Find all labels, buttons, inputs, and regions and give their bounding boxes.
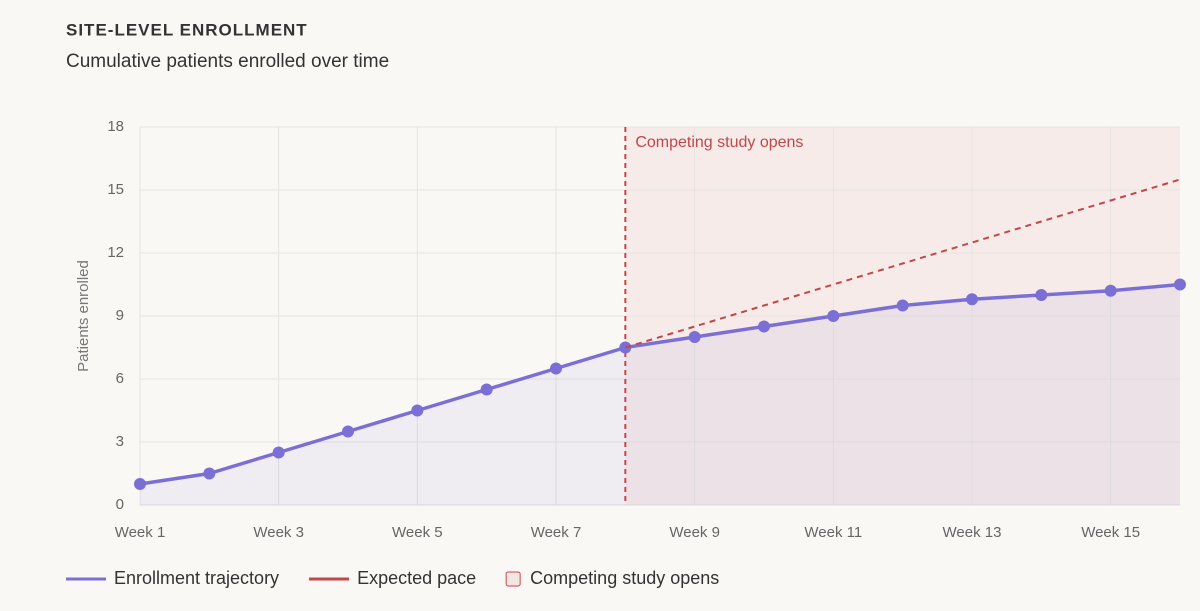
legend-swatch [505,571,521,587]
series-line [139,282,1181,486]
x-tick-label: Week 15 [1081,524,1140,541]
chart-subtitle: Cumulative patients enrolled over time [66,51,389,72]
legend-label: Enrollment trajectory [114,568,279,588]
data-point [411,404,424,417]
data-point [203,467,216,480]
data-point [1104,284,1117,297]
data-point [1174,278,1186,291]
x-tick-label: Week 13 [943,524,1002,541]
y-tick-label: 15 [107,181,124,198]
data-point [827,310,840,322]
y-tick-label: 6 [116,370,124,387]
data-point [272,446,285,459]
data-point [480,383,493,396]
legend-label: Expected pace [357,568,476,588]
data-point [342,425,354,438]
data-point [1035,289,1048,301]
y-axis-label: Patients enrolled [75,260,92,372]
data-point [550,362,562,375]
data-point [688,331,701,343]
data-point [758,320,770,333]
data-point [134,478,146,490]
y-tick-label: 3 [116,433,124,450]
legend-label: Competing study opens [530,568,719,588]
chart-title: SITE-LEVEL ENROLLMENT [66,20,308,39]
y-tick-label: 9 [116,307,124,324]
x-tick-label: Week 3 [253,524,304,541]
y-tick-label: 18 [107,118,124,135]
x-tick-label: Week 5 [392,524,443,541]
data-point [966,293,978,306]
y-tick-label: 0 [116,496,124,513]
x-tick-label: Week 11 [804,524,862,541]
annotation-label: Competing study opens [635,134,803,151]
y-tick-label: 12 [107,244,124,261]
x-tick-label: Week 9 [669,524,720,541]
data-point [896,299,909,312]
x-tick-label: Week 7 [531,524,582,541]
area [140,284,1180,505]
x-tick-label: Week 1 [115,524,166,541]
series-line [625,178,1181,349]
